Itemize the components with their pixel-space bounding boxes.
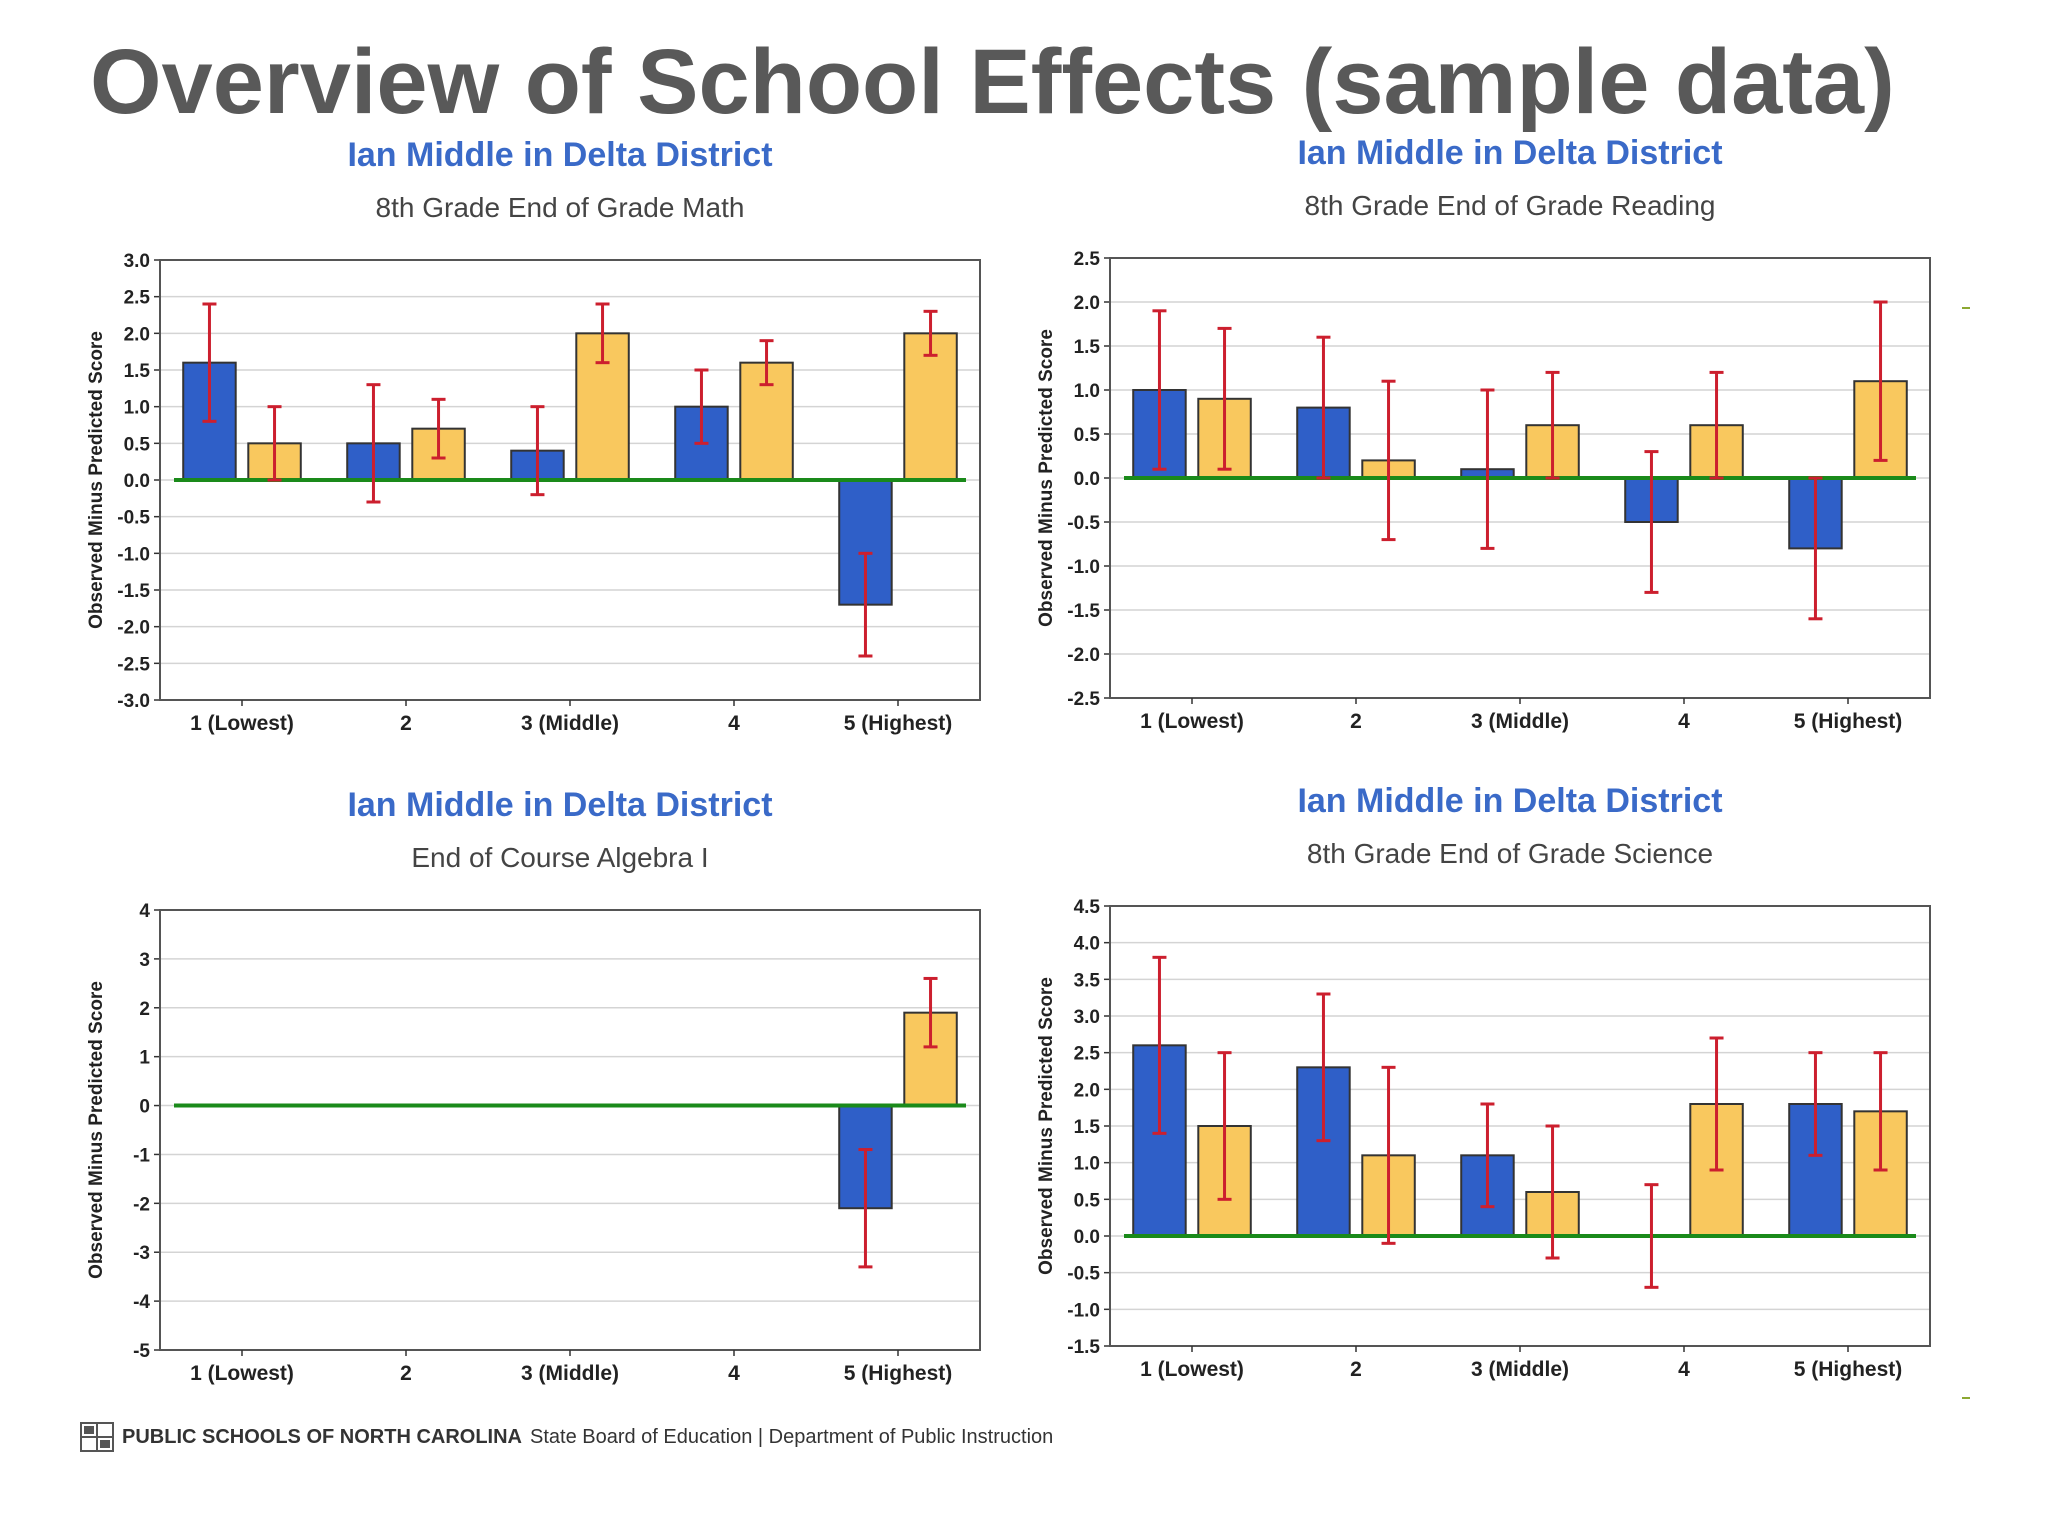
y-tick-label: 1.5 (1074, 1117, 1101, 1138)
y-tick-label: -3.0 (117, 691, 150, 712)
y-tick-label: -2.5 (117, 654, 150, 675)
y-axis-label: Observed Minus Predicted Score (86, 981, 107, 1279)
x-tick-label: 1 (Lowest) (190, 1362, 294, 1385)
y-axis-label: Observed Minus Predicted Score (86, 331, 107, 629)
y-tick-label: -1.5 (117, 581, 150, 602)
y-tick-label: 1 (139, 1048, 150, 1069)
y-tick-label: -1 (133, 1145, 150, 1166)
y-tick-label: 0.5 (1074, 1190, 1101, 1211)
y-tick-label: 4 (139, 901, 150, 922)
x-tick-label: 5 (Highest) (1794, 710, 1903, 733)
y-tick-label: 2.5 (124, 288, 151, 309)
y-tick-label: -1.0 (117, 544, 150, 565)
y-tick-label: 0 (139, 1097, 150, 1118)
chart-subtitle: 8th Grade End of Grade Reading (1304, 190, 1716, 221)
y-tick-label: 3.0 (124, 251, 150, 272)
chart-svg: 2.5 2.0 1.5 1.0 0.5 0.0 -0.5 -1.0 -1.5 -2.0 -2.5 Ob… (1036, 249, 1931, 733)
y-tick-label: -2 (133, 1194, 150, 1215)
x-tick-label: 4 (728, 1362, 740, 1385)
y-tick-label: -3 (133, 1243, 150, 1264)
x-tick-label: 1 (Lowest) (1140, 1358, 1244, 1381)
y-tick-label: -2.5 (1067, 689, 1100, 710)
chart-title: Ian Middle in Delta District (1297, 134, 1723, 172)
y-tick-label: 0.0 (1074, 1227, 1100, 1248)
y-axis-label: Observed Minus Predicted Score (1036, 329, 1057, 627)
chart-subtitle: 8th Grade End of Grade Math (375, 192, 745, 223)
y-tick-label: 2.5 (1074, 1044, 1101, 1065)
y-tick-label: 0.0 (1074, 469, 1100, 490)
y-tick-label: 3.5 (1074, 970, 1101, 991)
x-tick-label: 3 (Middle) (1471, 1358, 1569, 1381)
y-tick-label: 2.0 (1074, 1080, 1100, 1101)
x-tick-label: 2 (400, 1362, 412, 1385)
decorative-dash (1962, 1397, 1970, 1399)
footer-org: PUBLIC SCHOOLS OF NORTH CAROLINA (122, 1425, 522, 1448)
y-tick-label: -2.0 (1067, 645, 1100, 666)
x-tick-label: 1 (Lowest) (1140, 710, 1244, 733)
y-axis-label: Observed Minus Predicted Score (1036, 977, 1057, 1275)
y-tick-label: 2.0 (1074, 293, 1100, 314)
decorative-dash (1962, 307, 1970, 309)
y-tick-label: 0.5 (1074, 425, 1101, 446)
y-tick-label: 4.5 (1074, 897, 1101, 918)
y-tick-label: 2 (139, 999, 150, 1020)
y-tick-label: 1.0 (1074, 1154, 1100, 1175)
y-tick-label: -4 (133, 1292, 150, 1313)
y-tick-label: 3 (139, 950, 150, 971)
x-tick-label: 2 (1350, 710, 1362, 733)
chart-svg: 3.0 2.5 2.0 1.5 1.0 0.5 0.0 -0.5 -1.0 -1.5 -2.0 -2.… (86, 251, 981, 735)
x-tick-label: 1 (Lowest) (190, 712, 294, 735)
y-tick-label: 1.0 (124, 398, 150, 419)
nc-logo-icon (80, 1422, 114, 1452)
chart-title: Ian Middle in Delta District (1297, 782, 1723, 820)
y-tick-label: -1.0 (1067, 1300, 1100, 1321)
y-tick-label: -1.5 (1067, 601, 1100, 622)
chart-subtitle: End of Course Algebra I (411, 842, 709, 873)
y-tick-label: -5 (133, 1341, 150, 1362)
y-tick-label: -2.0 (117, 618, 150, 639)
chart-title: Ian Middle in Delta District (347, 786, 773, 824)
x-tick-label: 3 (Middle) (521, 1362, 619, 1385)
x-tick-label: 5 (Highest) (1794, 1358, 1903, 1381)
y-tick-label: 1.5 (1074, 337, 1101, 358)
x-tick-label: 4 (1678, 1358, 1690, 1381)
x-tick-label: 5 (Highest) (844, 1362, 953, 1385)
y-tick-label: 0.0 (124, 471, 150, 492)
y-tick-label: -1.5 (1067, 1337, 1100, 1358)
x-tick-label: 4 (728, 712, 740, 735)
y-tick-label: -0.5 (1067, 513, 1100, 534)
page-title: Overview of School Effects (sample data) (90, 31, 1895, 133)
y-tick-label: 1.5 (124, 361, 151, 382)
y-tick-label: 1.0 (1074, 381, 1100, 402)
x-tick-label: 5 (Highest) (844, 712, 953, 735)
chart-algebra: Ian Middle in Delta District End of Cour… (86, 780, 1020, 1400)
footer-rest: State Board of Education | Department of… (530, 1425, 1054, 1448)
y-tick-label: 2.5 (1074, 249, 1101, 270)
x-tick-label: 3 (Middle) (521, 712, 619, 735)
chart-reading: Ian Middle in Delta District 8th Grade E… (1036, 128, 1970, 748)
y-tick-label: 3.0 (1074, 1007, 1100, 1028)
footer: PUBLIC SCHOOLS OF NORTH CAROLINA State B… (80, 1422, 1053, 1452)
x-tick-label: 3 (Middle) (1471, 710, 1569, 733)
y-tick-label: 0.5 (124, 434, 151, 455)
chart-subtitle: 8th Grade End of Grade Science (1306, 838, 1714, 869)
y-tick-label: 4.0 (1074, 934, 1100, 955)
x-tick-label: 4 (1678, 710, 1690, 733)
x-tick-label: 2 (1350, 1358, 1362, 1381)
chart-title: Ian Middle in Delta District (347, 136, 773, 174)
y-tick-label: -0.5 (117, 508, 150, 529)
chart-svg: 4.5 4.0 3.5 3.0 2.5 2.0 1.5 1.0 0.5 0.0 -0.5 -1.0 -1… (1036, 897, 1931, 1381)
x-tick-label: 2 (400, 712, 412, 735)
chart-math: Ian Middle in Delta District 8th Grade E… (86, 130, 1020, 750)
chart-science: Ian Middle in Delta District 8th Grade E… (1036, 776, 1970, 1396)
chart-svg: 4 3 2 1 0 -1 -2 -3 -4 -5 Observed Minus Predicted … (86, 901, 981, 1385)
y-tick-label: -1.0 (1067, 557, 1100, 578)
y-tick-label: 2.0 (124, 324, 150, 345)
y-tick-label: -0.5 (1067, 1264, 1100, 1285)
